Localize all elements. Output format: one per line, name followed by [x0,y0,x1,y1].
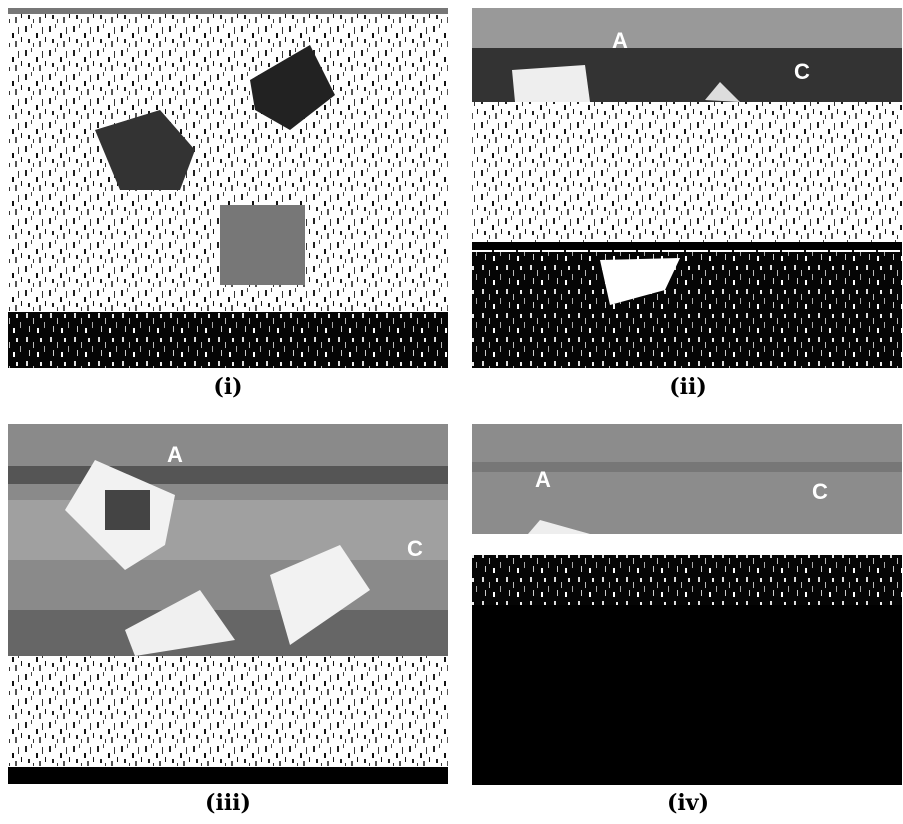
photo-strip [472,555,902,605]
box-shadow [220,205,305,285]
panel: (i) [8,8,448,400]
photo-strip [472,605,902,785]
box [512,65,590,102]
box-content [105,490,150,530]
photo-strip [8,656,448,766]
box [528,520,590,534]
photo-label: C [407,536,423,561]
box [270,545,370,645]
photo [8,8,448,368]
photo-label: A [535,467,551,492]
photo-strip [472,8,902,48]
box [125,590,235,656]
photo-strip [8,767,448,784]
photo-label: C [794,59,810,84]
caption: (iv) [667,790,709,816]
photo-strip [8,466,448,484]
photo-strip [8,8,448,14]
caption: (i) [213,374,242,400]
caption: (ii) [669,374,707,400]
panel: A C (iii) [8,424,448,816]
caption: (iii) [205,790,251,816]
box-shadow [95,110,195,190]
photo-strip [472,242,902,250]
panel: A C (ii) [472,8,902,400]
photo-label: C [812,479,828,504]
box [600,258,680,305]
box-shadow [250,45,335,130]
box [705,82,740,102]
photo-strip [8,312,448,368]
photo [472,424,902,534]
photo-strip [472,252,902,368]
photo-label: A [612,28,628,53]
photo-strip [472,462,902,472]
panel: A C (iv) [472,424,902,816]
photo-label: A [167,442,183,467]
